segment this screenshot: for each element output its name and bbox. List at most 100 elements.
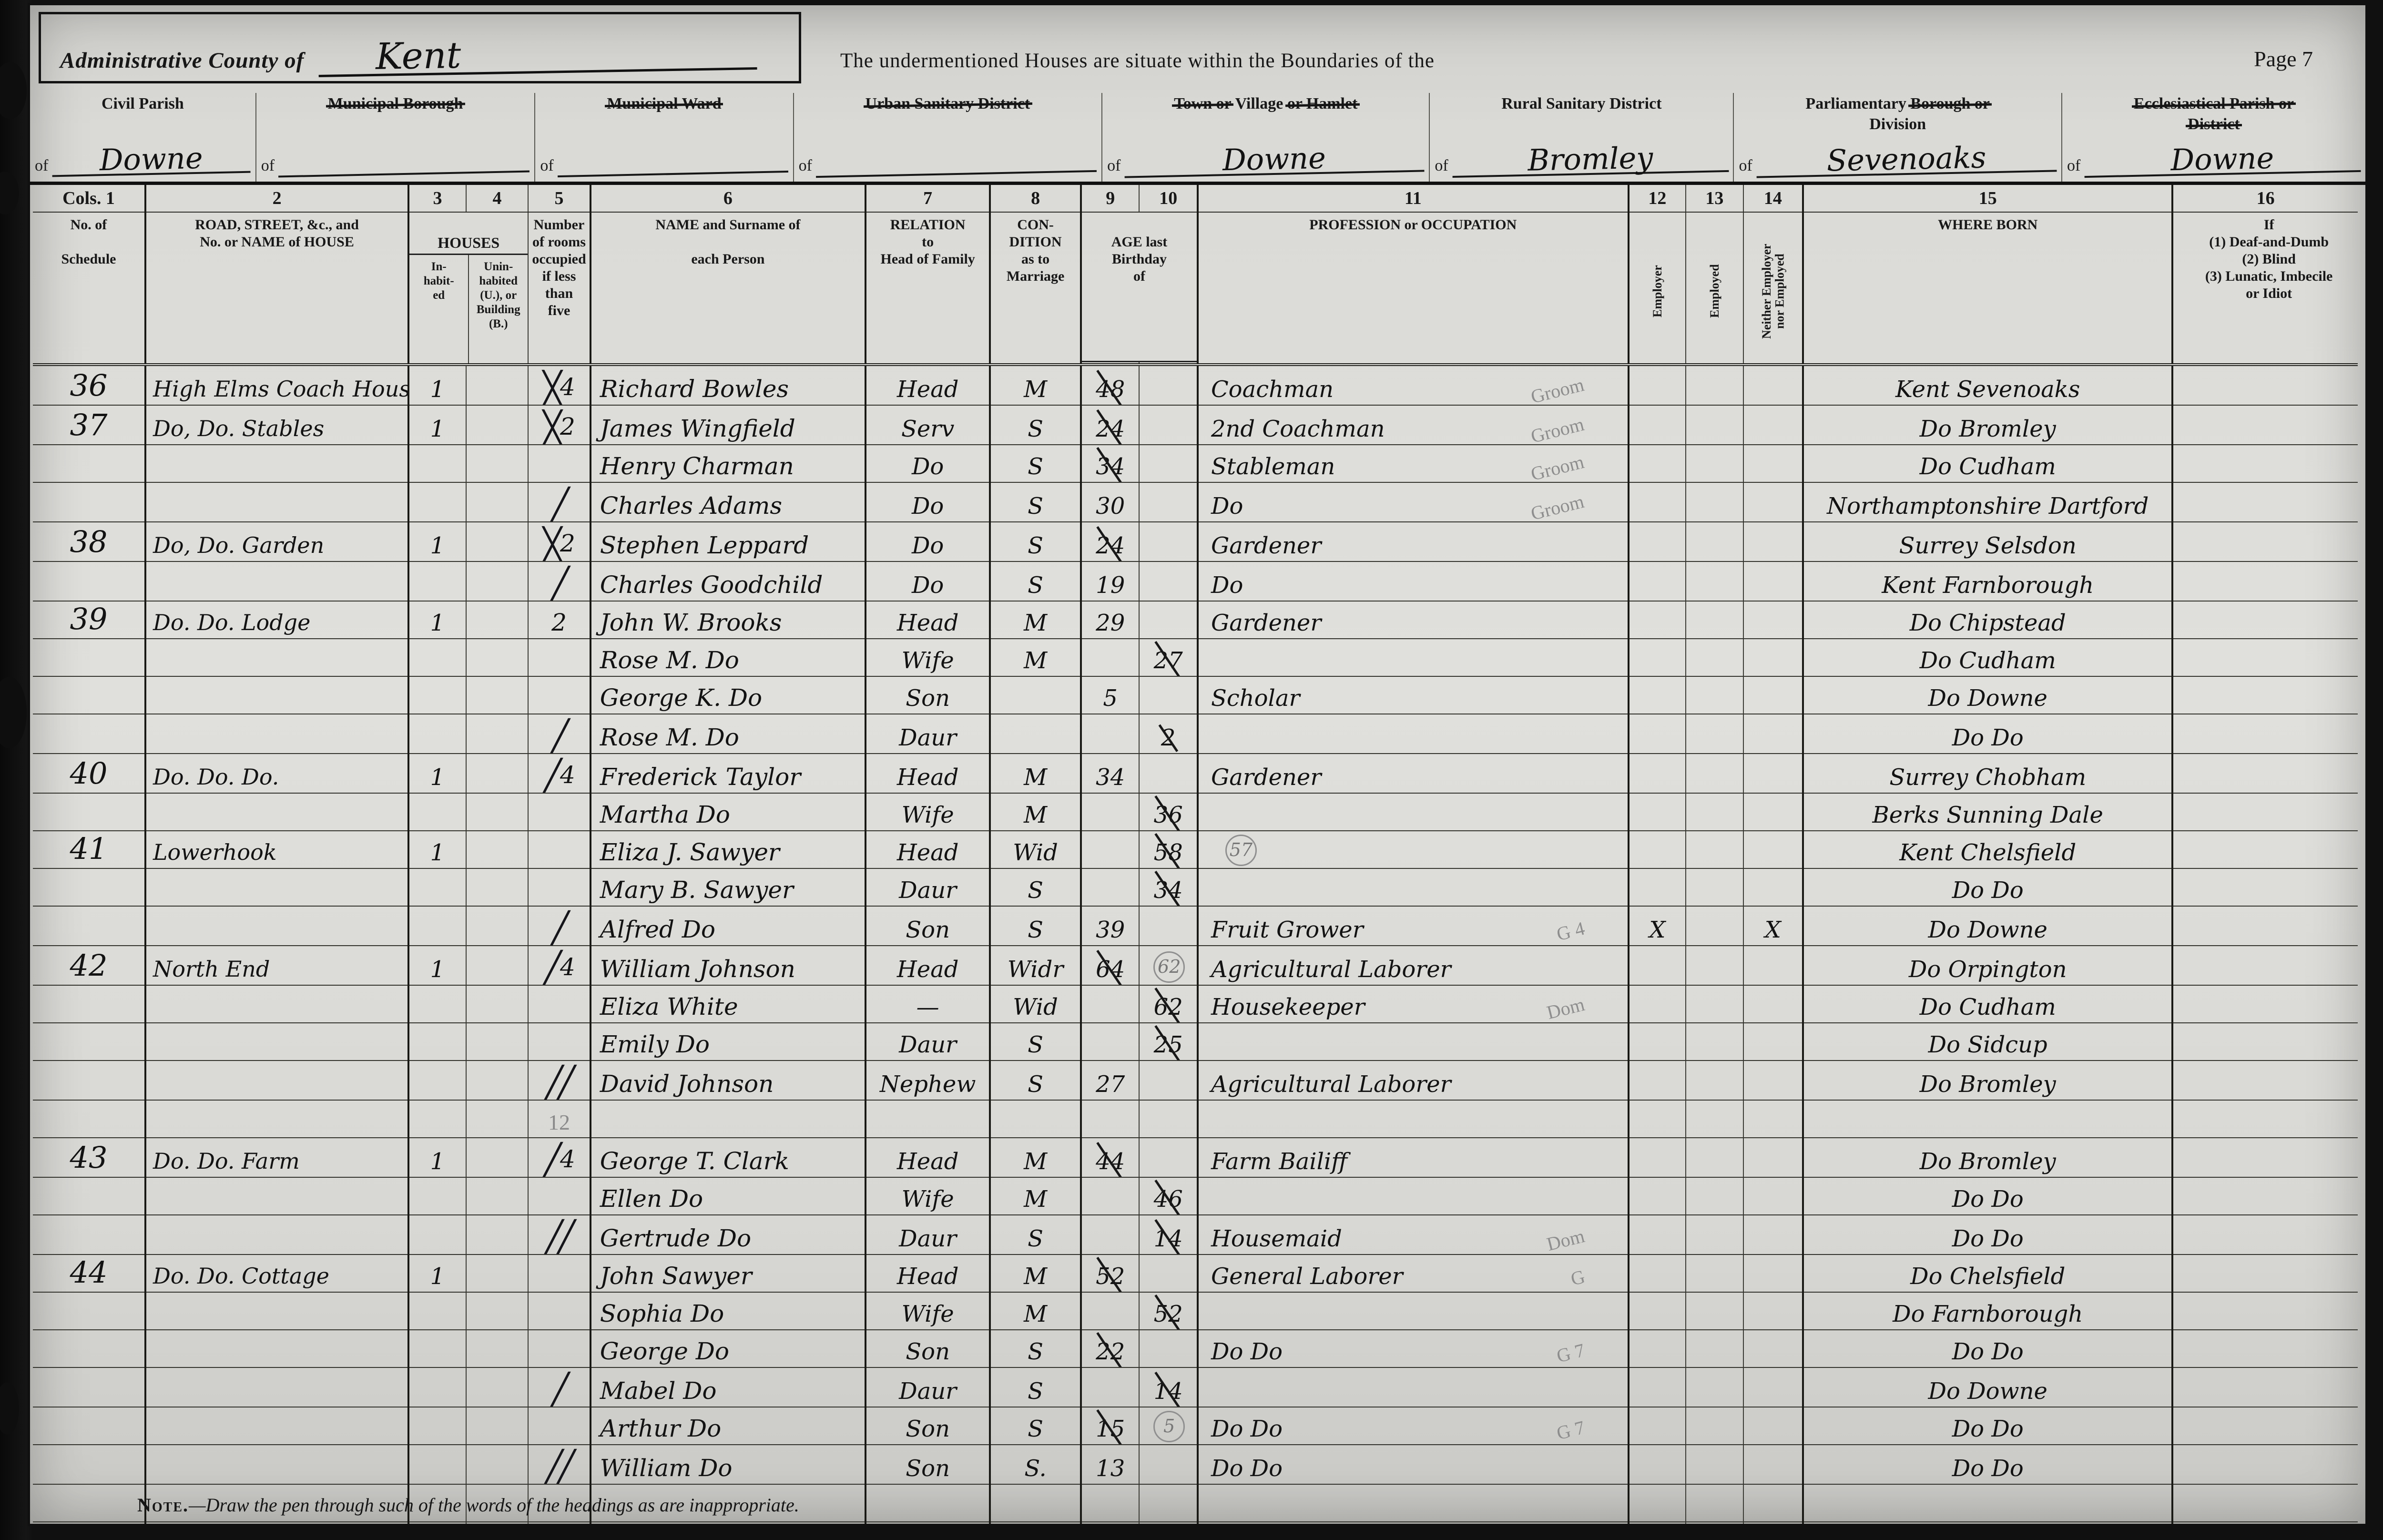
cell-name: John W. Brooks	[589, 601, 866, 639]
cell-schedule	[33, 1061, 145, 1101]
cell-employer	[1627, 946, 1686, 986]
table-row: 38 Do, Do. Garden 1 ╳ 2 Stephen Leppard Do S 24 G…	[33, 522, 2358, 562]
cell-where-born: Kent Chelsfield	[1802, 831, 2173, 869]
cell-inhabited	[407, 1522, 466, 1524]
cell-condition: Wid	[989, 985, 1081, 1023]
cell-schedule	[33, 1100, 145, 1138]
tally-mark: ╱	[550, 910, 570, 946]
cell-neither	[1742, 1215, 1803, 1255]
cell-where-born: Do Cudham	[1802, 985, 2173, 1023]
cell-where-born: Kent Farnborough	[1802, 561, 2173, 602]
cell-inhabited: 1	[407, 1254, 466, 1293]
district-value	[278, 169, 530, 178]
cell-neither	[1742, 1177, 1803, 1215]
cell-employer	[1627, 405, 1686, 445]
occupation-value: General Laborer	[1211, 1263, 1403, 1290]
cell-relation: Wife	[865, 1292, 990, 1330]
cell-employed	[1685, 1215, 1743, 1255]
col-num-1: Cols. 1	[33, 185, 145, 213]
district-of-label: of	[2067, 157, 2081, 174]
cell-uninhabited	[465, 365, 529, 406]
cell-road	[144, 985, 409, 1023]
cell-uninhabited	[465, 561, 529, 602]
cell-where-born	[1802, 1100, 2173, 1138]
cell-infirmities	[2171, 793, 2358, 831]
age-value: 46	[1151, 1186, 1186, 1213]
cell-where-born: Do Do	[1802, 1215, 2173, 1255]
cell-occupation: Coachman Groom	[1196, 365, 1629, 406]
cell-neither	[1742, 365, 1803, 406]
cell-road	[144, 868, 409, 907]
cell-age-female	[1139, 1138, 1198, 1178]
cell-occupation	[1196, 793, 1629, 831]
cell-age-female	[1139, 676, 1198, 714]
cell-where-born: Kent Sevenoaks	[1802, 365, 2173, 406]
cell-schedule	[33, 1445, 145, 1485]
cell-name: David Johnson	[589, 1061, 866, 1101]
cell-where-born: Do Do	[1802, 1407, 2173, 1445]
cell-condition: S	[989, 1023, 1081, 1061]
cell-where-born: Do Farnborough	[1802, 1292, 2173, 1330]
cell-infirmities	[2171, 445, 2358, 483]
occupation-value: Agricultural Laborer	[1211, 956, 1451, 983]
cell-employed	[1685, 868, 1743, 907]
district-label: Civil Parish	[36, 94, 250, 114]
cell-where-born: Do Sidcup	[1802, 1023, 2173, 1061]
cell-condition	[989, 1100, 1081, 1138]
header-inhabited: In- habit- ed	[423, 260, 454, 302]
cell-condition: M	[989, 365, 1081, 406]
district-header-6: Parliamentary Borough or Division of Seveno…	[1733, 93, 2061, 182]
district-label: Rural Sanitary District	[1436, 94, 1727, 114]
cell-where-born: Do Do	[1802, 714, 2173, 754]
scan-blemish	[0, 677, 27, 748]
cell-inhabited	[407, 1330, 466, 1368]
cell-relation: Son	[865, 1445, 990, 1485]
cell-condition	[989, 714, 1081, 754]
scan-blemish	[0, 172, 19, 214]
cell-schedule: 42	[33, 946, 145, 986]
cell-where-born	[1802, 1484, 2173, 1522]
cell-employed	[1685, 601, 1743, 639]
cell-age-female	[1139, 1061, 1198, 1101]
pencil-annotation: G 4	[1554, 917, 1587, 945]
district-value	[557, 169, 788, 178]
cell-where-born: Do Do	[1802, 1177, 2173, 1215]
cell-employed	[1685, 561, 1743, 602]
tally-mark: ╳	[543, 526, 562, 561]
pencil-annotation: 57	[1225, 835, 1257, 866]
district-of-label: of	[540, 157, 554, 174]
cell-infirmities	[2171, 1445, 2358, 1485]
cell-condition: M	[989, 1254, 1081, 1293]
cell-inhabited	[407, 985, 466, 1023]
district-value: Downe	[2084, 141, 2361, 178]
district-value-line: of	[540, 157, 788, 178]
cell-infirmities	[2171, 639, 2358, 677]
occupation-value: Farm Bailiff	[1211, 1148, 1348, 1175]
district-of-label: of	[35, 157, 49, 174]
cell-road	[144, 1023, 409, 1061]
age-value: 15	[1093, 1416, 1128, 1442]
cell-uninhabited	[465, 985, 529, 1023]
cell-occupation: Gardener	[1196, 522, 1629, 562]
rooms-value: 4	[560, 761, 575, 789]
table-row: 40 Do. Do. Do. 1 ╱ 4 Frederick Taylor Head M 34 G…	[33, 754, 2358, 794]
district-value: Downe	[1124, 141, 1425, 178]
table-row: 43 Do. Do. Farm 1 ╱ 4 George T. Clark Head M 44 F…	[33, 1138, 2358, 1178]
district-value-line: of Sevenoaks	[1739, 140, 2057, 178]
cell-age-female: 25	[1139, 1023, 1198, 1061]
cell-neither	[1742, 561, 1803, 602]
cell-age-male	[1079, 831, 1140, 869]
cell-schedule: 40	[33, 754, 145, 794]
cell-uninhabited	[465, 868, 529, 907]
cell-where-born: Do Downe	[1802, 1367, 2173, 1407]
cell-neither	[1742, 868, 1803, 907]
col-num-9: 9	[1079, 185, 1140, 213]
district-label-segment: Ecclesiastical Parish or	[2133, 95, 2294, 112]
table-row: ╱╱ William Do Son S. 13 Do Do Do Do	[33, 1445, 2358, 1485]
district-value-line: of Bromley	[1435, 141, 1729, 178]
cell-schedule	[33, 985, 145, 1023]
occupation-value: Stableman	[1211, 453, 1335, 480]
district-of-label: of	[261, 157, 275, 174]
cell-infirmities	[2171, 1330, 2358, 1368]
age-value: 13	[1096, 1455, 1125, 1482]
